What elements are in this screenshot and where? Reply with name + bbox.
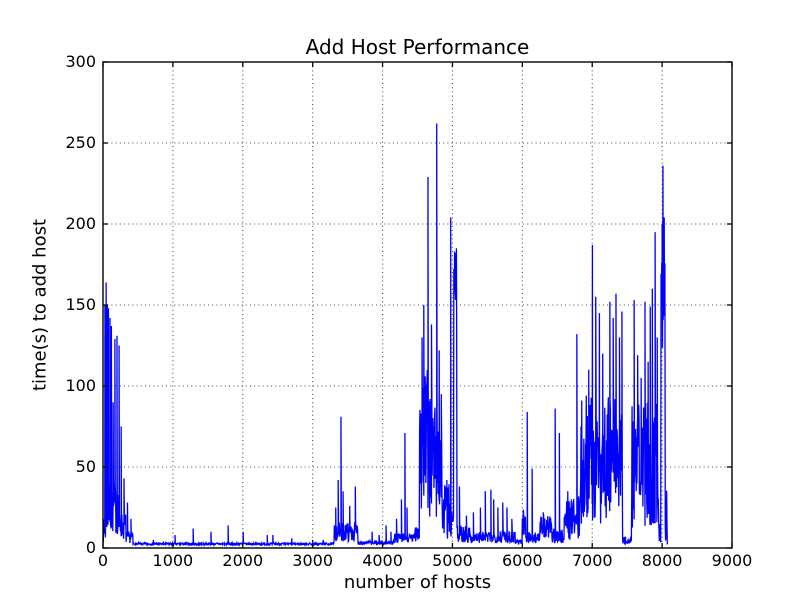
x-axis-label: number of hosts xyxy=(343,572,492,593)
x-tick-label: 6000 xyxy=(501,551,543,570)
y-tick-label: 50 xyxy=(75,457,96,476)
y-tick-label: 150 xyxy=(65,295,96,314)
x-tick-label: 2000 xyxy=(222,551,264,570)
y-tick-label: 200 xyxy=(65,214,96,233)
data-series-line xyxy=(102,123,668,548)
y-axis-label: time(s) to add host xyxy=(29,218,51,392)
x-tick-label: 4000 xyxy=(362,551,403,570)
y-tick-label: 250 xyxy=(65,133,96,152)
x-tick-label: 8000 xyxy=(641,551,683,570)
y-tick-label: 300 xyxy=(65,52,96,71)
y-tick-label: 100 xyxy=(65,376,96,395)
chart-title: Add Host Performance xyxy=(305,35,530,59)
x-tick-label: 0 xyxy=(97,551,109,570)
x-tick-label: 3000 xyxy=(292,551,334,570)
x-tick-label: 7000 xyxy=(571,551,613,570)
x-tick-label: 9000 xyxy=(711,551,753,570)
y-tick-label: 0 xyxy=(85,538,96,557)
x-tick-label: 5000 xyxy=(432,551,473,570)
x-tick-label: 1000 xyxy=(152,551,194,570)
